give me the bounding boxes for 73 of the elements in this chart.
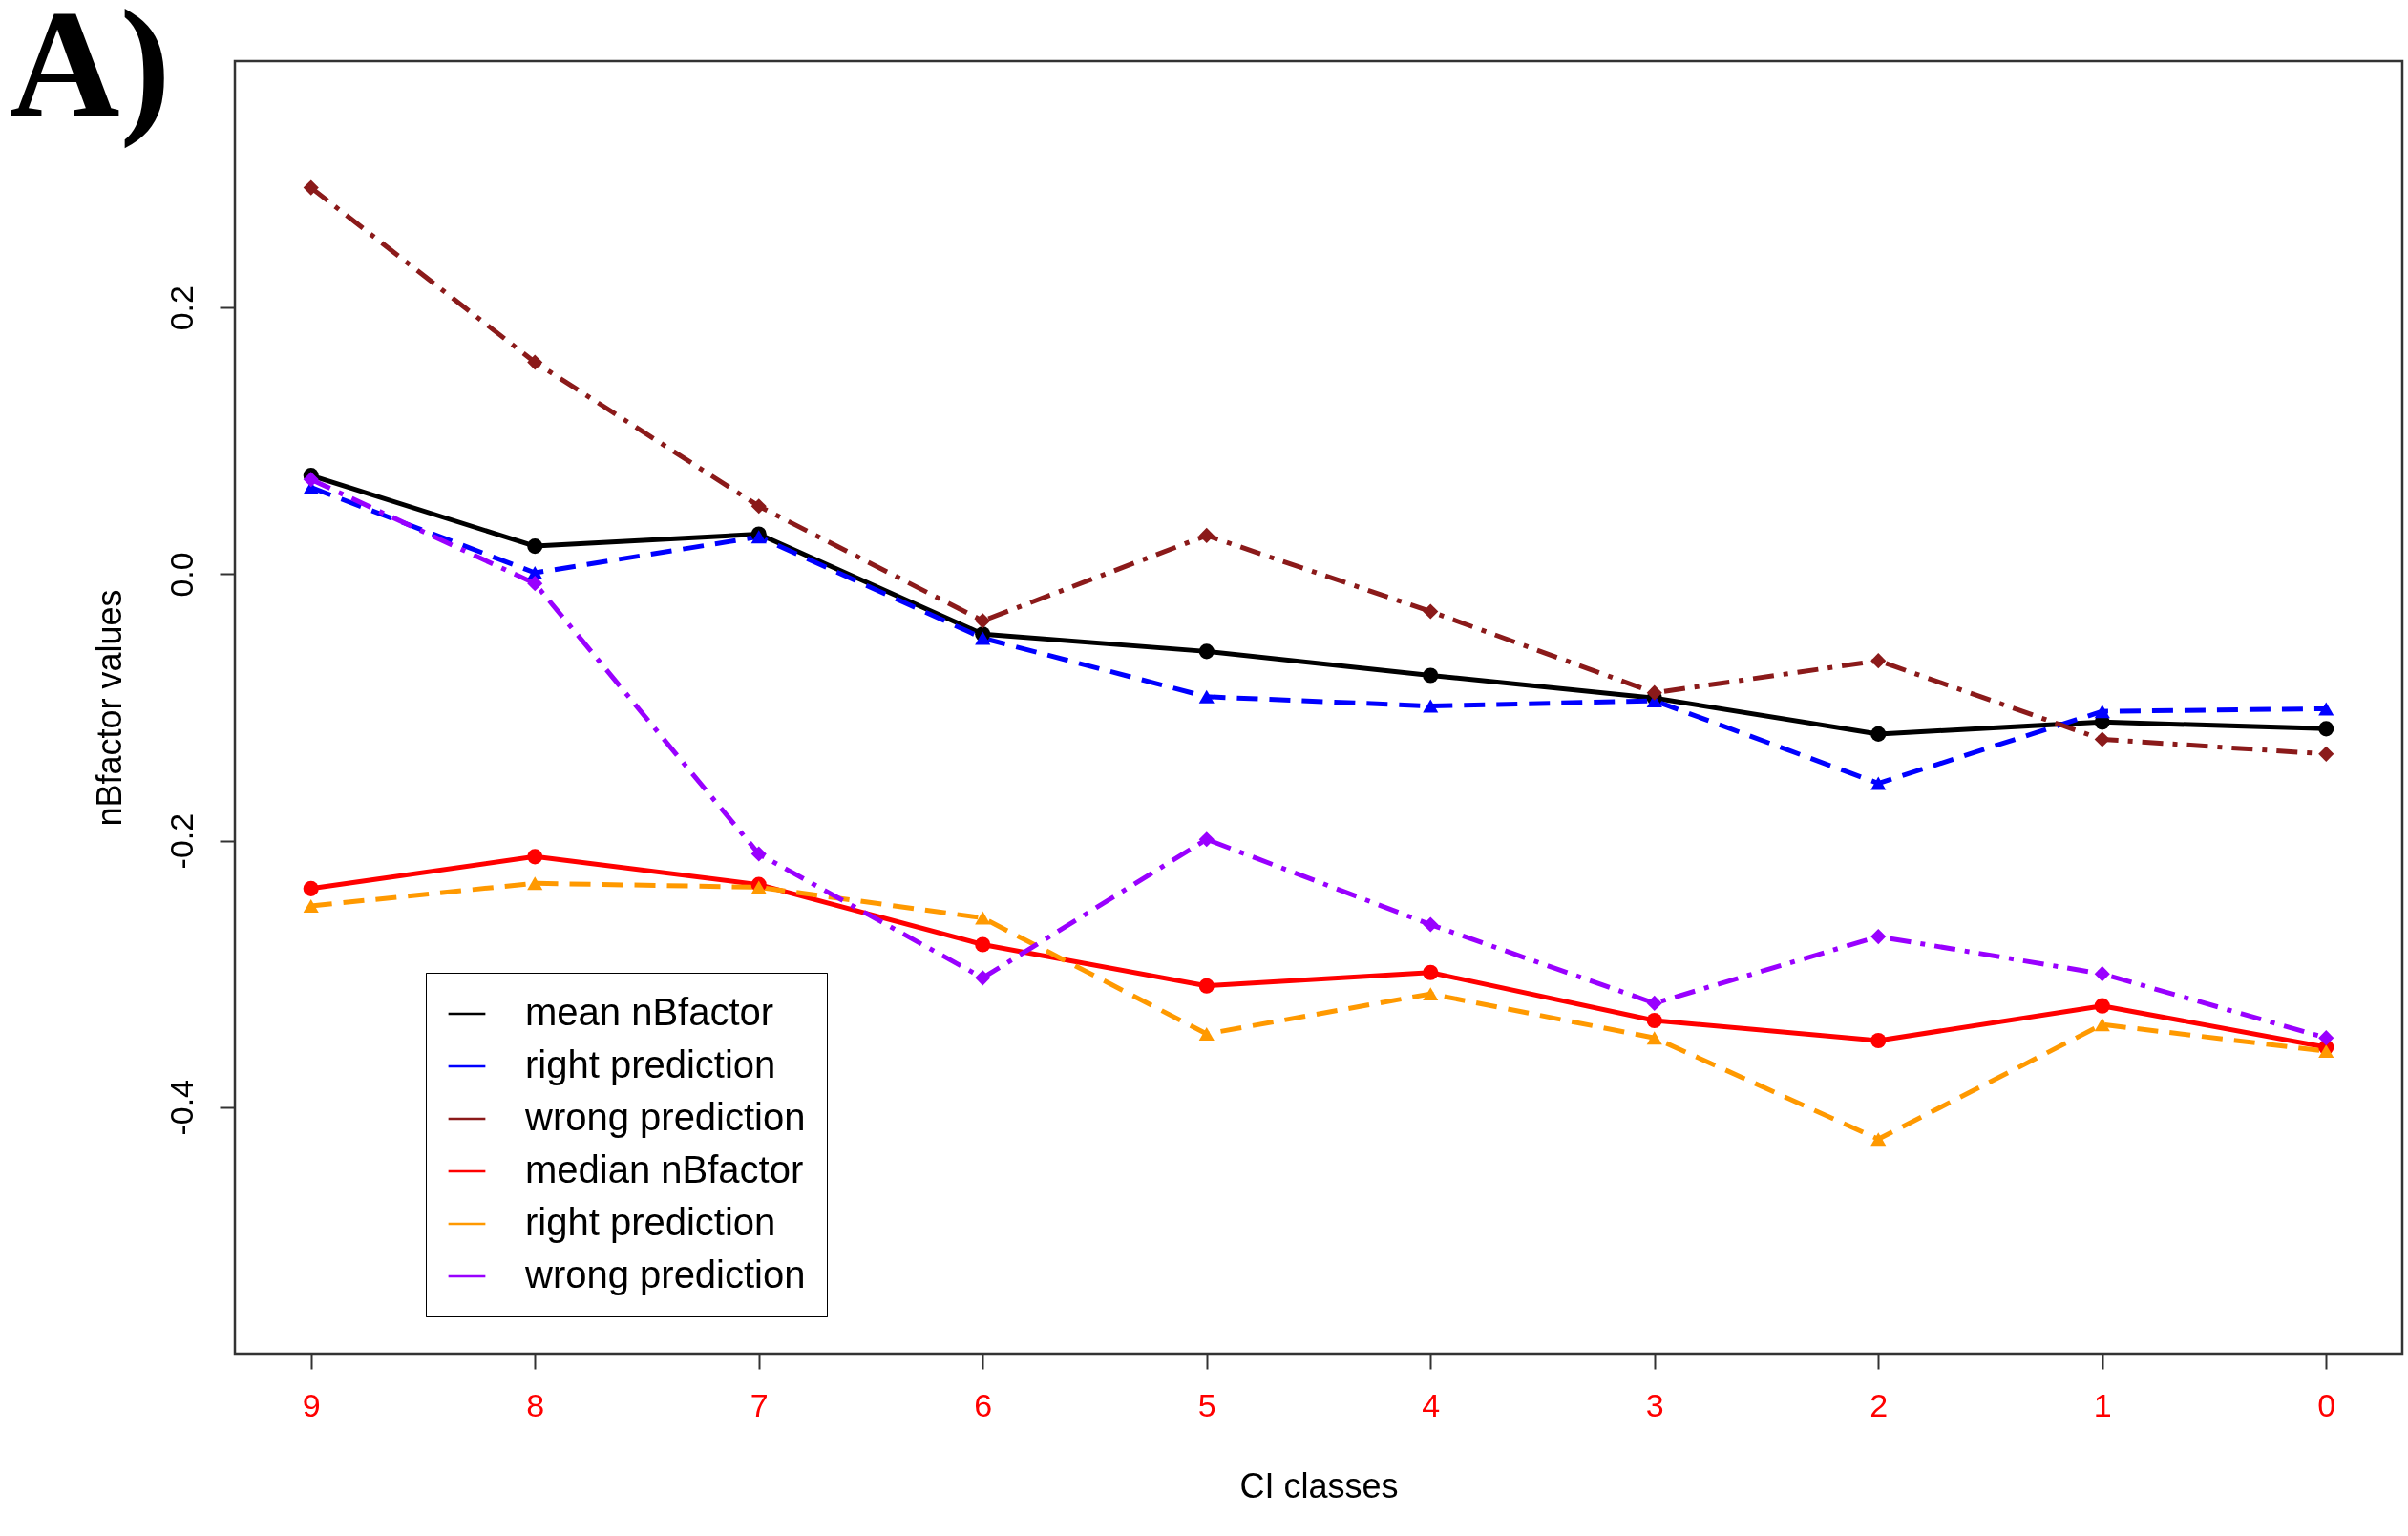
- x-tick-label: 4: [1422, 1386, 1441, 1423]
- point: [2318, 721, 2334, 737]
- y-tick-label: -0.2: [162, 812, 200, 870]
- legend-label: median nBfactor: [525, 1148, 804, 1190]
- point: [1198, 689, 1215, 704]
- x-tick-label: 7: [750, 1386, 769, 1423]
- point: [527, 576, 543, 592]
- x-tick-label: 5: [1197, 1386, 1216, 1423]
- legend-label: right prediction: [525, 1043, 776, 1085]
- x-tick-label: 3: [1645, 1386, 1664, 1423]
- point: [2094, 731, 2110, 747]
- point: [975, 613, 991, 629]
- point: [1870, 653, 1887, 669]
- point: [1646, 1031, 1662, 1045]
- point: [1870, 776, 1887, 790]
- point: [1198, 1027, 1215, 1041]
- x-tick-label: 2: [1869, 1386, 1889, 1423]
- point: [2094, 998, 2110, 1014]
- point: [1646, 684, 1662, 701]
- point: [1423, 699, 1439, 713]
- x-tick-label: 8: [526, 1386, 545, 1423]
- point: [750, 880, 767, 894]
- point: [1423, 964, 1439, 980]
- x-tick-label: 1: [2093, 1386, 2112, 1423]
- point: [750, 530, 767, 544]
- point: [2094, 1018, 2110, 1032]
- y-tick-label: 0.2: [162, 285, 200, 331]
- point: [1198, 831, 1215, 848]
- point: [975, 936, 991, 953]
- point: [750, 498, 767, 515]
- point: [303, 472, 319, 488]
- point: [1646, 1012, 1662, 1029]
- point: [1198, 978, 1215, 994]
- point: [527, 876, 543, 891]
- x-tick-label: 9: [302, 1386, 321, 1423]
- point: [975, 911, 991, 925]
- y-axis-title: nBfactor values: [89, 589, 129, 827]
- point: [2318, 746, 2334, 762]
- point: [303, 179, 319, 196]
- point: [1198, 527, 1215, 543]
- point: [975, 631, 991, 645]
- legend-label: wrong prediction: [524, 1253, 806, 1295]
- point: [1870, 929, 1887, 945]
- point: [527, 849, 543, 865]
- x-tick-label: 6: [974, 1386, 993, 1423]
- legend-label: wrong prediction: [524, 1096, 806, 1138]
- point: [527, 354, 543, 370]
- point: [1423, 916, 1439, 933]
- point: [1870, 726, 1887, 742]
- point: [2318, 702, 2334, 716]
- point: [1870, 1032, 1887, 1049]
- x-axis-title: CI classes: [1239, 1465, 1399, 1505]
- point: [750, 846, 767, 862]
- point: [2094, 705, 2110, 719]
- point: [2094, 966, 2110, 982]
- point: [303, 880, 319, 896]
- y-tick-label: 0.0: [162, 552, 200, 598]
- point: [2318, 1044, 2334, 1059]
- point: [527, 538, 543, 555]
- point: [975, 970, 991, 986]
- point: [1646, 995, 1662, 1011]
- point: [1870, 1132, 1887, 1147]
- legend-label: mean nBfactor: [525, 991, 774, 1033]
- point: [1423, 987, 1439, 1001]
- point: [1423, 603, 1439, 620]
- x-tick-label: 0: [2317, 1386, 2336, 1423]
- point: [1198, 643, 1215, 660]
- legend-label: right prediction: [525, 1201, 776, 1243]
- point: [2318, 1030, 2334, 1046]
- y-tick-label: -0.4: [162, 1079, 200, 1136]
- chart-title: A): [10, 0, 171, 149]
- point: [1423, 667, 1439, 684]
- point: [303, 899, 319, 913]
